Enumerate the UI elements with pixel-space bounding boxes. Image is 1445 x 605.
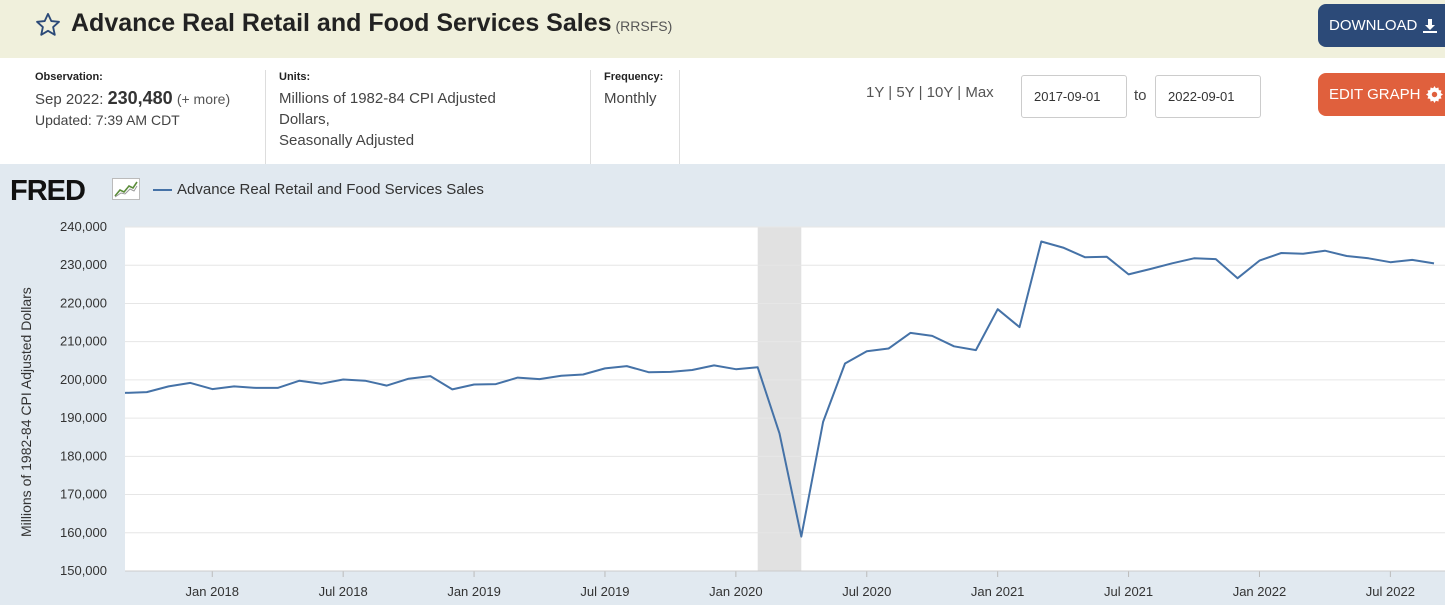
y-tick-label: 200,000	[60, 372, 107, 387]
observation-more-link[interactable]: (+ more)	[176, 91, 231, 107]
x-tick-label: Jul 2020	[842, 584, 891, 599]
observation-row: Sep 2022: 230,480 (+ more)	[35, 88, 230, 110]
x-tick-label: Jan 2019	[447, 584, 501, 599]
x-tick-label: Jul 2022	[1366, 584, 1415, 599]
observation-label: Observation:	[35, 71, 103, 83]
download-icon	[1423, 18, 1438, 33]
observation-value: 230,480	[107, 88, 173, 108]
x-tick-label: Jan 2018	[186, 584, 240, 599]
series-line	[124, 240, 1435, 538]
y-tick-label: 220,000	[60, 295, 107, 310]
series-id: (RRSFS)	[615, 18, 673, 34]
y-tick-label: 170,000	[60, 487, 107, 502]
x-tick-label: Jul 2019	[580, 584, 629, 599]
y-tick-label: 180,000	[60, 448, 107, 463]
favorite-star-icon[interactable]	[34, 11, 62, 39]
series-header: Advance Real Retail and Food Services Sa…	[0, 0, 1445, 58]
range-5y-link[interactable]: 5Y	[896, 84, 915, 101]
range-links: 1Y | 5Y | 10Y | Max	[866, 84, 994, 101]
divider	[590, 70, 591, 164]
frequency-block: Frequency: Monthly	[604, 70, 663, 109]
range-divider: |	[888, 84, 893, 101]
frequency-label: Frequency:	[604, 71, 664, 83]
divider	[265, 70, 266, 164]
divider	[679, 70, 680, 164]
page-title: Advance Real Retail and Food Services Sa…	[71, 9, 672, 38]
frequency-value: Monthly	[604, 90, 657, 107]
y-tick-label: 150,000	[60, 563, 107, 578]
range-10y-link[interactable]: 10Y	[926, 84, 954, 101]
fred-logo: FRED	[10, 175, 86, 207]
range-max-link[interactable]: Max	[965, 84, 994, 101]
x-tick-label: Jan 2021	[971, 584, 1025, 599]
gear-icon	[1426, 86, 1444, 103]
end-date-input[interactable]	[1155, 75, 1261, 118]
y-tick-label: 230,000	[60, 257, 107, 272]
updated-text: Updated: 7:39 AM CDT	[35, 112, 180, 128]
x-tick-label: Jan 2020	[709, 584, 763, 599]
observation-date: Sep 2022:	[35, 91, 104, 108]
range-divider: |	[957, 84, 962, 101]
legend-swatch	[153, 189, 172, 191]
start-date-input[interactable]	[1021, 75, 1127, 118]
units-line2: Dollars,	[279, 111, 330, 128]
edit-graph-button[interactable]: EDIT GRAPH	[1318, 73, 1445, 116]
units-line1: Millions of 1982-84 CPI Adjusted	[279, 90, 496, 107]
y-tick-label: 240,000	[60, 219, 107, 234]
observation-block: Observation: Sep 2022: 230,480 (+ more) …	[35, 70, 230, 131]
y-tick-label: 190,000	[60, 410, 107, 425]
units-label: Units:	[279, 71, 311, 83]
series-title: Advance Real Retail and Food Services Sa…	[71, 9, 612, 37]
range-divider: |	[918, 84, 923, 101]
legend-label: Advance Real Retail and Food Services Sa…	[177, 181, 484, 198]
x-tick-label: Jul 2021	[1104, 584, 1153, 599]
units-line3: Seasonally Adjusted	[279, 132, 415, 149]
range-1y-link[interactable]: 1Y	[866, 84, 885, 101]
y-tick-label: 210,000	[60, 334, 107, 349]
to-label: to	[1134, 87, 1147, 104]
recession-shading	[757, 227, 802, 571]
units-block: Units: Millions of 1982-84 CPI Adjusted …	[279, 70, 496, 151]
edit-graph-label: EDIT GRAPH	[1329, 86, 1421, 103]
y-tick-label: 160,000	[60, 525, 107, 540]
x-tick-label: Jul 2018	[319, 584, 368, 599]
x-tick-label: Jan 2022	[1233, 584, 1287, 599]
download-label: DOWNLOAD	[1329, 17, 1418, 34]
fred-chart-icon	[112, 178, 140, 200]
download-button[interactable]: DOWNLOAD	[1318, 4, 1445, 47]
